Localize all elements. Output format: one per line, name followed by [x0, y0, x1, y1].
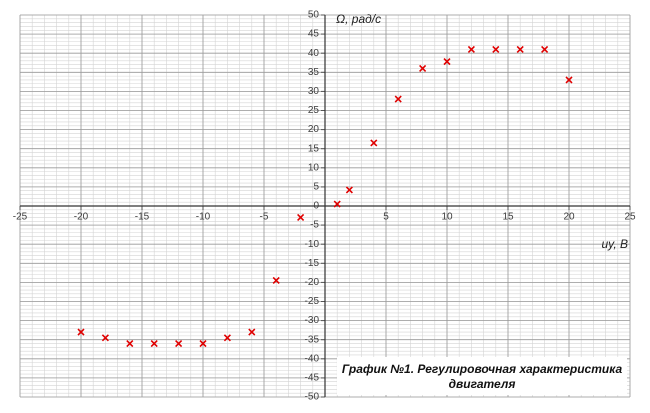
- y-tick-label: 20: [308, 124, 320, 135]
- title-line: График №1. Регулировочная характеристика: [342, 362, 623, 376]
- point: [126, 339, 134, 348]
- y-tick-label: 25: [308, 105, 320, 116]
- point: [272, 276, 280, 285]
- x-tick-label: 10: [441, 212, 453, 223]
- x-axis-label: uу, В: [601, 237, 628, 251]
- point: [333, 200, 341, 208]
- point: [370, 139, 378, 147]
- point: [175, 339, 183, 348]
- y-tick-label: -25: [305, 296, 320, 307]
- y-tick-label: 45: [308, 29, 320, 40]
- point: [565, 76, 573, 84]
- y-tick-label: 40: [308, 48, 320, 59]
- x-tick-label: -15: [135, 212, 150, 223]
- x-tick-label: -20: [74, 212, 89, 223]
- y-tick-label: -20: [305, 277, 320, 288]
- x-tick-label: 5: [383, 212, 389, 223]
- y-tick-label: -40: [305, 353, 320, 364]
- title-box: [337, 357, 627, 395]
- point: [443, 58, 451, 66]
- y-tick-label: 10: [308, 162, 320, 173]
- point: [492, 45, 500, 53]
- point: [394, 95, 402, 103]
- y-tick-label: -5: [310, 220, 319, 231]
- title-line: двигателя: [449, 377, 516, 391]
- y-tick-label: -30: [305, 315, 320, 326]
- y-tick-label: -10: [305, 239, 320, 250]
- y-tick-label: 5: [313, 182, 319, 193]
- point: [223, 334, 231, 342]
- point: [297, 213, 305, 222]
- point: [248, 328, 256, 336]
- y-tick-label: -50: [305, 392, 320, 403]
- x-tick-label: 25: [624, 212, 636, 223]
- x-tick-label: 20: [563, 212, 575, 223]
- point: [101, 334, 109, 342]
- y-tick-label: -35: [305, 334, 320, 345]
- y-tick-label: 50: [308, 10, 320, 21]
- y-tick-label: 15: [308, 143, 320, 154]
- x-tick-label: -25: [13, 212, 28, 223]
- x-tick-label: 15: [502, 212, 514, 223]
- point: [516, 45, 524, 53]
- x-tick-label: -10: [196, 212, 211, 223]
- point: [77, 328, 85, 336]
- point: [150, 339, 158, 348]
- point: [345, 186, 353, 194]
- y-tick-label: 30: [308, 86, 320, 97]
- point: [199, 339, 207, 348]
- x-tick-label: -5: [260, 212, 269, 223]
- chart-title: График №1. Регулировочная характеристика…: [342, 362, 623, 391]
- y-tick-label: -15: [305, 258, 320, 269]
- point: [419, 64, 427, 73]
- point: [467, 45, 475, 53]
- point: [541, 45, 549, 53]
- y-axis-label: Ω, рад/с: [336, 12, 381, 26]
- y-tick-label: -45: [305, 373, 320, 384]
- y-tick-label: 35: [308, 67, 320, 78]
